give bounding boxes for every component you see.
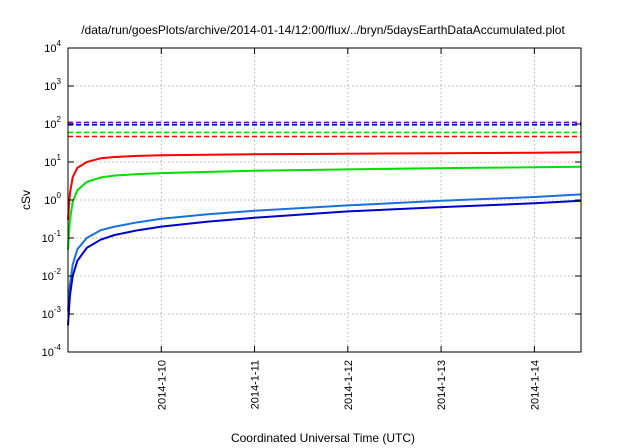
x-tick-label: 2014-1-12 <box>343 360 355 410</box>
grid-layer <box>68 48 581 352</box>
series-line-2 <box>67 165 582 250</box>
series-layer <box>67 121 582 326</box>
x-tick-label: 2014-1-13 <box>436 360 448 410</box>
y-tick-label: 102 <box>44 115 61 131</box>
y-tick-label: 10-3 <box>42 305 62 321</box>
x-axis: 2014-1-10 2014-1-11 2014-1-12 2014-1-13 2014… <box>156 48 541 410</box>
y-tick-label: 104 <box>44 39 61 55</box>
x-tick-label: 2014-1-14 <box>529 360 541 410</box>
series-line-1 <box>67 151 582 220</box>
x-tick-label: 2014-1-10 <box>156 360 168 410</box>
y-axis: 10-4 10-3 10-2 10-1 100 101 102 103 104 <box>42 39 581 359</box>
y-tick-label: 10-4 <box>42 343 62 359</box>
y-tick-label: 10-1 <box>42 229 62 245</box>
y-tick-label: 100 <box>44 191 61 207</box>
x-axis-label: Coordinated Universal Time (UTC) <box>231 431 415 445</box>
series-line-3 <box>67 193 582 312</box>
y-tick-label: 10-2 <box>42 267 62 283</box>
x-tick-label: 2014-1-11 <box>250 360 262 409</box>
series-line-4 <box>67 199 582 326</box>
y-axis-label: cSv <box>19 190 33 210</box>
chart-title: /data/run/goesPlots/archive/2014-01-14/1… <box>81 23 565 37</box>
y-tick-label: 103 <box>44 77 61 93</box>
y-tick-label: 101 <box>44 153 61 169</box>
